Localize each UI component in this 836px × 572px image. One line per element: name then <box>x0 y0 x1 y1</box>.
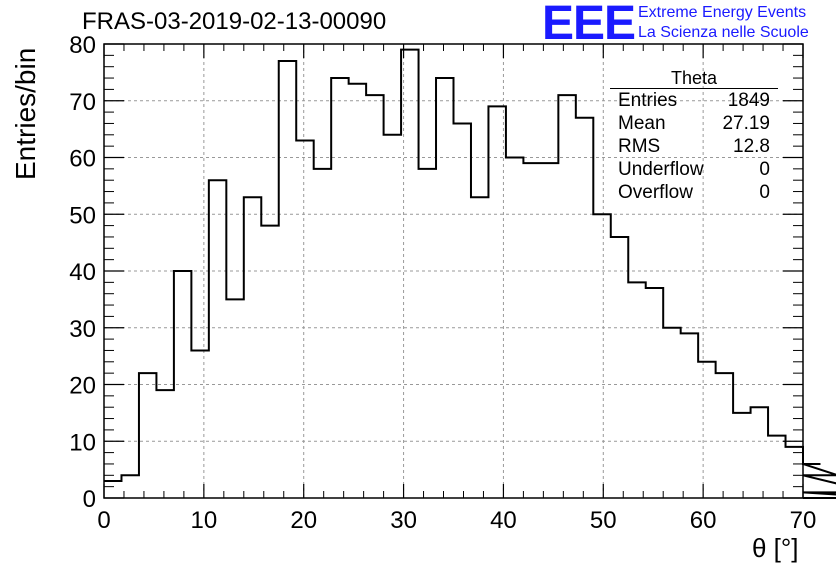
stats-label: RMS <box>618 136 661 157</box>
x-tick-label: 0 <box>97 507 110 534</box>
x-axis-label: θ [°] <box>752 533 799 563</box>
stats-title: Theta <box>610 68 778 89</box>
x-tick-label: 10 <box>191 507 218 534</box>
stats-value: 0 <box>759 182 770 203</box>
stats-row-underflow: Underflow 0 <box>610 158 778 181</box>
y-tick-label: 50 <box>69 202 96 229</box>
histogram-series <box>104 48 836 499</box>
x-tick-label: 40 <box>490 507 517 534</box>
logo-line-1: Extreme Energy Events <box>638 4 807 21</box>
x-tick-label: 60 <box>690 507 717 534</box>
stats-box: Theta Entries 1849 Mean 27.19 RMS 12.8 U… <box>610 68 778 204</box>
stats-row-rms: RMS 12.8 <box>610 135 778 158</box>
stats-label: Entries <box>618 90 678 111</box>
stats-row-mean: Mean 27.19 <box>610 112 778 135</box>
stats-label: Underflow <box>618 159 704 180</box>
axis-ticks <box>103 43 804 499</box>
stats-value: 0 <box>759 159 770 180</box>
y-axis-label: Entries/bin <box>10 47 41 180</box>
y-tick-label: 60 <box>69 146 96 173</box>
axis-tick-labels: 0 10 20 30 40 50 60 70 0 10 20 30 40 50 60 70 80 <box>69 32 816 534</box>
y-tick-label: 20 <box>69 373 96 400</box>
y-tick-label: 30 <box>69 316 96 343</box>
stats-label: Overflow <box>618 182 693 203</box>
x-tick-label: 70 <box>790 507 817 534</box>
chart-title: FRAS-03-2019-02-13-00090 <box>82 8 387 35</box>
stats-row-overflow: Overflow 0 <box>610 181 778 204</box>
y-tick-label: 80 <box>69 32 96 59</box>
stats-row-entries: Entries 1849 <box>610 89 778 112</box>
x-tick-label: 30 <box>390 507 417 534</box>
stats-label: Mean <box>618 113 666 134</box>
stats-value: 27.19 <box>722 113 770 134</box>
stats-value: 12.8 <box>733 136 770 157</box>
y-tick-label: 10 <box>69 429 96 456</box>
y-tick-label: 70 <box>69 89 96 116</box>
y-tick-label: 40 <box>69 259 96 286</box>
stats-value: 1849 <box>727 90 770 111</box>
eee-logo: EEE <box>542 0 636 50</box>
x-tick-label: 50 <box>590 507 617 534</box>
x-tick-label: 20 <box>290 507 317 534</box>
logo-line-2: La Scienza nelle Scuole <box>638 24 809 41</box>
y-tick-label: 0 <box>83 486 96 513</box>
